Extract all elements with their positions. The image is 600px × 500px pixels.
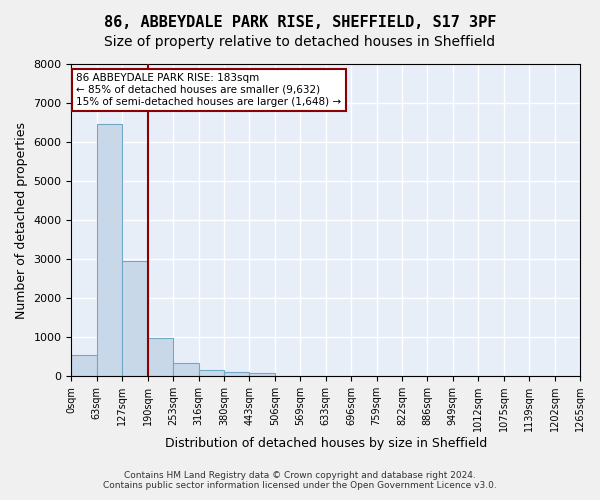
Bar [173,363,199,376]
Y-axis label: Number of detached properties: Number of detached properties [15,122,28,318]
Bar [148,338,173,376]
X-axis label: Distribution of detached houses by size in Sheffield: Distribution of detached houses by size … [164,437,487,450]
Bar [71,355,97,376]
Bar [199,370,224,376]
Text: Size of property relative to detached houses in Sheffield: Size of property relative to detached ho… [104,35,496,49]
Bar [224,372,250,376]
Bar [250,372,275,376]
Bar [122,261,148,376]
Text: Contains HM Land Registry data © Crown copyright and database right 2024.
Contai: Contains HM Land Registry data © Crown c… [103,470,497,490]
Bar [97,124,122,376]
Text: 86 ABBEYDALE PARK RISE: 183sqm
← 85% of detached houses are smaller (9,632)
15% : 86 ABBEYDALE PARK RISE: 183sqm ← 85% of … [76,74,341,106]
Text: 86, ABBEYDALE PARK RISE, SHEFFIELD, S17 3PF: 86, ABBEYDALE PARK RISE, SHEFFIELD, S17 … [104,15,496,30]
